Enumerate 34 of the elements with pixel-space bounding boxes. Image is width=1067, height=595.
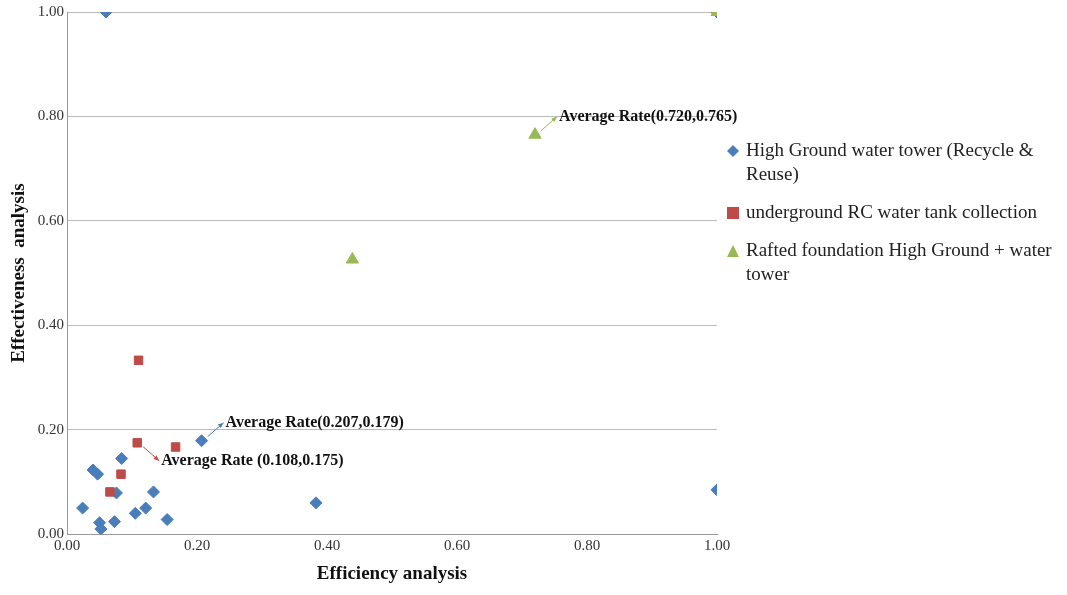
point — [108, 515, 121, 529]
annotation: Average Rate (0.108,0.175) — [161, 450, 344, 469]
legend-label: Rafted foundation High Ground + water tower — [746, 238, 1053, 286]
point — [309, 496, 323, 510]
point — [160, 513, 174, 527]
x-tick-label: 0.40 — [313, 537, 341, 554]
annotation: Average Rate(0.720,0.765) — [559, 106, 738, 125]
point — [91, 467, 105, 481]
x-tick-label: 0.60 — [443, 537, 471, 554]
point — [76, 501, 90, 515]
point — [133, 355, 144, 366]
point — [170, 442, 181, 452]
point — [115, 451, 129, 465]
point — [105, 487, 115, 497]
y-axis-title: Effectiveness analysis — [7, 183, 29, 363]
y-tick-label: 0.40 — [37, 316, 65, 333]
point — [139, 501, 153, 515]
annotation: Average Rate(0.207,0.179) — [225, 412, 404, 431]
y-tick-label: 0.60 — [37, 211, 65, 228]
x-tick-label: 0.80 — [573, 537, 601, 554]
x-tick-label: 0.00 — [53, 537, 81, 554]
legend-label: underground RC water tank collection — [746, 200, 1037, 224]
point — [116, 469, 126, 479]
x-axis-title: Efficiency analysis — [316, 561, 468, 583]
y-tick-label: 0.80 — [37, 107, 65, 124]
point — [128, 506, 142, 520]
point — [195, 434, 209, 448]
y-tick-label: 1.00 — [37, 2, 65, 19]
y-tick-label: 0.20 — [37, 420, 65, 437]
legend-label: High Ground water tower (Recycle & Reuse) — [746, 138, 1035, 186]
x-tick-label: 0.20 — [183, 537, 211, 554]
x-tick-label: 1.00 — [703, 537, 731, 554]
point — [132, 438, 142, 448]
point — [146, 485, 160, 499]
